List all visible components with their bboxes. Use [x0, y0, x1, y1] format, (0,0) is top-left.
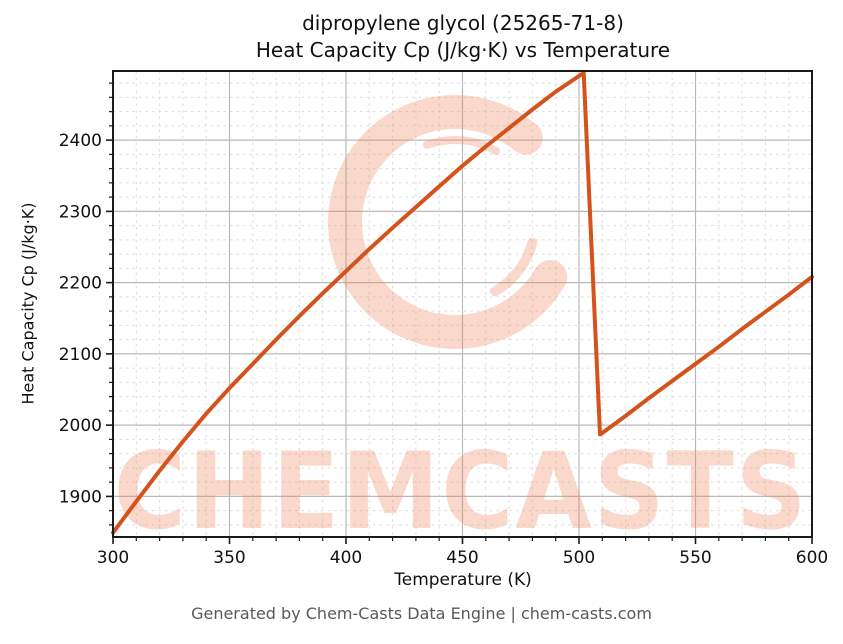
- footer-credit: Generated by Chem-Casts Data Engine | ch…: [191, 604, 652, 623]
- chart-title: dipropylene glycol (25265-71-8) Heat Cap…: [113, 10, 813, 64]
- x-tick-label: 300: [97, 548, 129, 568]
- y-tick-label: 2300: [59, 202, 102, 222]
- x-tick-label: 500: [563, 548, 595, 568]
- y-tick-label: 2100: [59, 345, 102, 365]
- x-tick-label: 400: [330, 548, 362, 568]
- chart-title-line-2: Heat Capacity Cp (J/kg·K) vs Temperature: [255, 38, 671, 62]
- x-tick-label: 450: [446, 548, 478, 568]
- x-axis-label: Temperature (K): [394, 570, 532, 590]
- x-tick-labels: 300 350 400 450 500 550 600: [97, 548, 828, 568]
- x-tick-label: 550: [679, 548, 711, 568]
- y-tick-labels: 1900 2000 2100 2200 2300 2400: [59, 131, 102, 507]
- plot-border: [112, 70, 813, 538]
- y-tick-label: 2400: [59, 131, 102, 151]
- watermark: CHEMCASTS: [114, 95, 809, 553]
- y-tick-label: 1900: [59, 487, 102, 507]
- x-tick-label: 350: [213, 548, 245, 568]
- cp-curve-line: [111, 71, 814, 535]
- x-tick-label: 600: [796, 548, 828, 568]
- watermark-text: CHEMCASTS: [114, 430, 809, 553]
- chart-title-line-1: dipropylene glycol (25265-71-8): [302, 11, 624, 35]
- data-series: [111, 71, 814, 535]
- y-tick-label: 2200: [59, 274, 102, 294]
- watermark-logo-icon: [328, 95, 568, 349]
- major-grid-lines: [113, 71, 812, 537]
- y-tick-label: 2000: [59, 416, 102, 436]
